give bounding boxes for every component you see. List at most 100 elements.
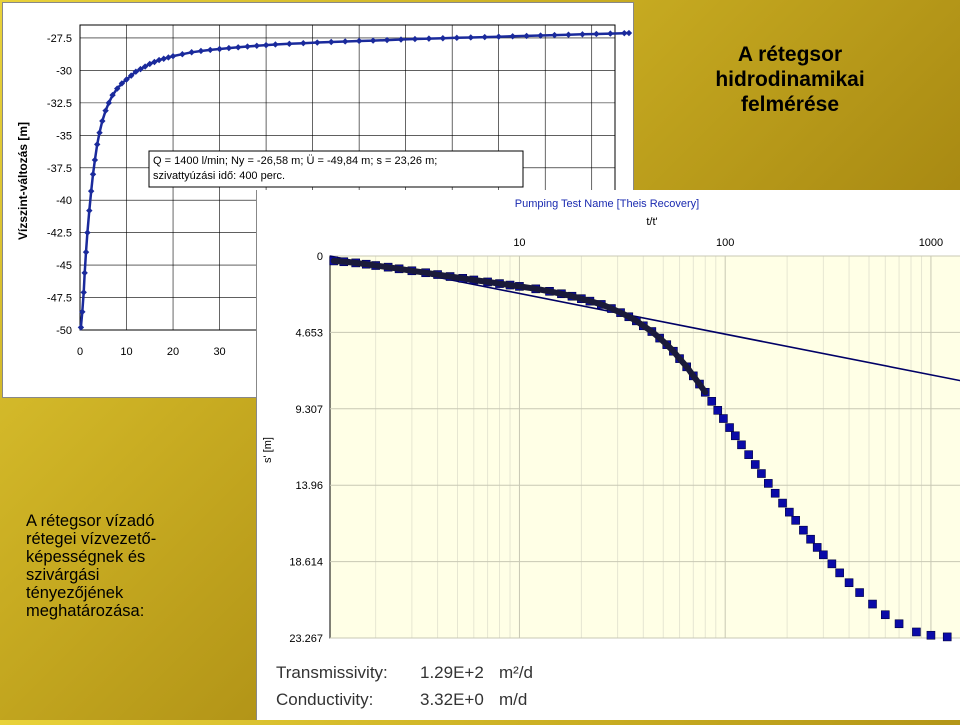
data-point xyxy=(207,46,214,54)
data-point xyxy=(314,39,321,46)
data-point xyxy=(565,31,572,38)
data-point xyxy=(812,543,822,552)
data-point xyxy=(105,99,113,107)
data-point xyxy=(96,129,103,136)
data-point xyxy=(551,31,558,39)
data-point xyxy=(141,63,149,70)
data-point xyxy=(216,45,223,53)
plot-area xyxy=(329,255,960,639)
data-point xyxy=(272,41,279,48)
y-axis-label: s' [m] xyxy=(262,437,274,463)
data-point xyxy=(719,414,728,423)
data-point xyxy=(127,72,135,79)
data-point xyxy=(481,33,488,41)
y-tick-label: -40 xyxy=(56,195,72,207)
data-point xyxy=(151,58,158,66)
y-tick-label: -45 xyxy=(56,260,72,272)
result-unit: m²/d xyxy=(499,663,533,682)
result-label: Transmissivity: xyxy=(276,663,388,682)
y-tick-label: -27.5 xyxy=(47,33,72,45)
data-point xyxy=(835,568,844,578)
data-point xyxy=(579,31,586,38)
x-tick-label: 1000 xyxy=(919,237,943,249)
annotation-text: szivattyúzási idő: 400 perc. xyxy=(153,170,285,182)
y-tick-label: -47.5 xyxy=(47,293,72,305)
y-tick-label: -32.5 xyxy=(47,98,72,110)
result-value: 3.32E+0 xyxy=(420,690,484,709)
description-line: meghatározása: xyxy=(26,602,145,620)
y-tick-label: 18.614 xyxy=(289,557,323,569)
data-point xyxy=(102,107,109,114)
data-point xyxy=(132,68,140,75)
y-tick-label: -37.5 xyxy=(47,163,72,175)
result-unit: m/d xyxy=(499,690,528,709)
data-point xyxy=(778,498,787,508)
x-tick-label: 100 xyxy=(716,237,734,249)
description-line: tényezőjének xyxy=(26,584,124,602)
data-point xyxy=(81,269,88,277)
data-point xyxy=(425,35,433,42)
annotation-text: Q = 1400 l/min; Ny = -26,58 m; Ü = -49,8… xyxy=(153,155,437,167)
y-tick-label: 9.307 xyxy=(295,404,323,416)
data-point xyxy=(411,35,419,43)
data-point xyxy=(79,308,86,316)
data-point xyxy=(197,47,205,55)
data-point xyxy=(757,469,766,478)
y-tick-label: 4.653 xyxy=(295,327,323,339)
data-point xyxy=(791,516,800,525)
x-tick-label: 30 xyxy=(213,346,225,358)
data-point xyxy=(806,534,815,544)
x-tick-label: 0 xyxy=(77,346,83,358)
data-point xyxy=(625,29,633,37)
data-point xyxy=(383,36,391,44)
y-tick-label: 0 xyxy=(317,251,323,263)
data-point xyxy=(165,54,172,61)
data-point xyxy=(355,37,363,45)
annotation-border xyxy=(148,150,524,188)
data-point xyxy=(713,406,723,415)
data-point xyxy=(82,248,90,256)
data-point xyxy=(114,85,121,92)
data-point xyxy=(84,229,91,236)
data-point xyxy=(523,32,530,40)
data-point xyxy=(509,33,516,40)
theis-recovery-chart-frame: Pumping Test Name [Theis Recovery] t/t' … xyxy=(256,190,960,720)
description-line: rétegei vízvezető- xyxy=(26,530,157,548)
data-point xyxy=(188,49,195,56)
data-point xyxy=(750,460,760,469)
slide-title-line: hidrodinamikai xyxy=(715,68,865,91)
data-point xyxy=(453,34,461,42)
y-tick-label: 23.267 xyxy=(289,633,323,645)
data-point xyxy=(253,42,260,49)
measured-band xyxy=(330,257,709,396)
data-point xyxy=(169,52,177,60)
slide-title-line: felmérése xyxy=(740,93,840,116)
theis-recovery-chart: Pumping Test Name [Theis Recovery] t/t' … xyxy=(257,190,960,720)
data-point xyxy=(467,34,474,41)
data-point xyxy=(89,171,97,178)
slide-title-line: A rétegsor xyxy=(737,43,843,66)
data-point xyxy=(880,610,890,620)
x-tick-label: 10 xyxy=(513,237,525,249)
description-text: A rétegsor vízadó rétegei vízvezető- kép… xyxy=(26,512,246,620)
y-tick-label: -42.5 xyxy=(47,228,72,240)
data-point xyxy=(109,91,116,99)
data-point xyxy=(146,60,153,68)
data-point xyxy=(785,507,794,517)
data-point xyxy=(286,40,293,48)
data-point xyxy=(99,117,106,125)
data-point xyxy=(155,56,163,64)
data-point xyxy=(744,450,753,459)
data-point xyxy=(300,39,307,47)
data-point xyxy=(179,51,186,58)
data-point xyxy=(731,431,740,441)
data-point xyxy=(912,627,921,637)
data-point xyxy=(819,550,828,560)
data-point xyxy=(607,30,614,37)
data-point xyxy=(87,187,95,195)
result-value: 1.29E+2 xyxy=(420,663,484,682)
description-line: képességnek és xyxy=(26,548,146,566)
data-point xyxy=(439,35,447,42)
data-point xyxy=(234,44,242,51)
slide-title: A rétegsor hidrodinamikai felmérése xyxy=(660,42,920,117)
